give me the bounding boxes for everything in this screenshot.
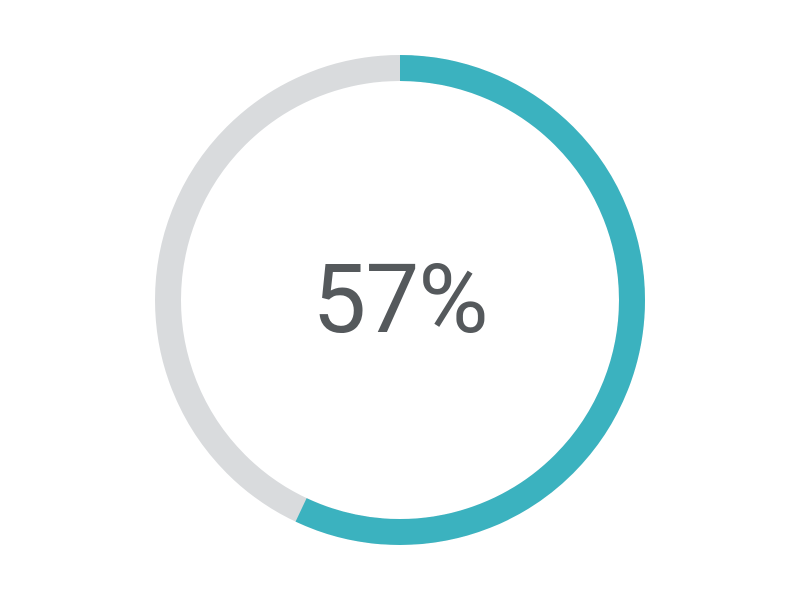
progress-donut: 57% — [155, 55, 645, 545]
progress-value-label: 57% — [312, 244, 487, 356]
